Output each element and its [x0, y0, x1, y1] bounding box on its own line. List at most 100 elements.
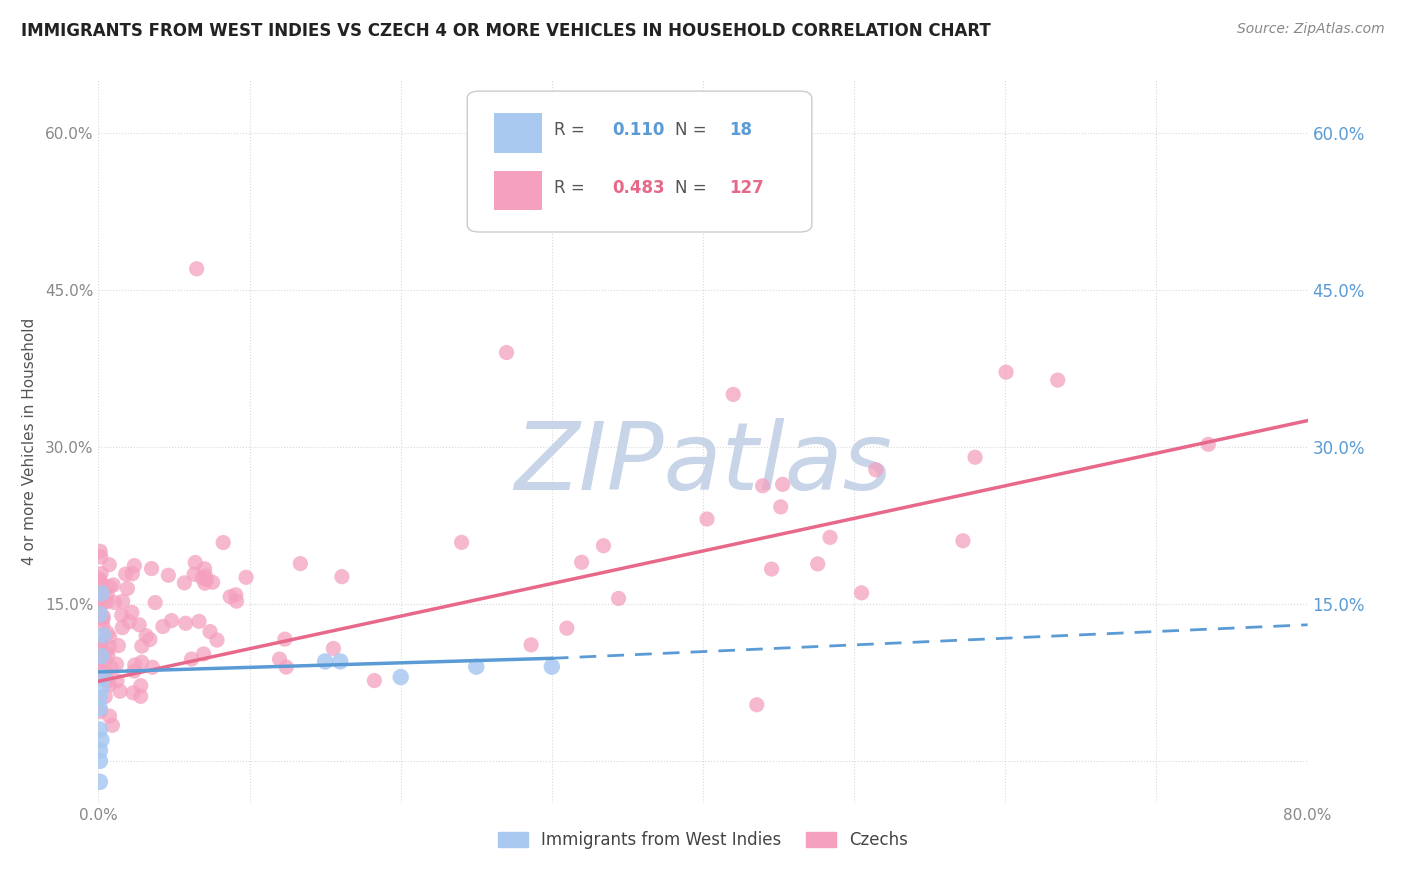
Text: ZIPatlas: ZIPatlas [515, 417, 891, 508]
Point [183, 567, 205, 582]
Point [122, 664, 145, 678]
Point [851, 586, 873, 600]
Y-axis label: 4 or more Vehicles in Household: 4 or more Vehicles in Household [21, 318, 37, 566]
Point [195, 573, 218, 587]
Point [495, 345, 517, 359]
Point [93, 665, 115, 680]
Point [290, 557, 312, 571]
FancyBboxPatch shape [494, 112, 543, 153]
Point [90, 733, 112, 747]
Point [107, 639, 129, 653]
Point [540, 659, 562, 673]
Point [89, 775, 111, 789]
Point [90, 566, 112, 581]
Point [124, 657, 146, 672]
Point [322, 641, 344, 656]
Point [180, 652, 202, 666]
FancyBboxPatch shape [494, 170, 543, 211]
Point [111, 594, 134, 608]
Point [1197, 437, 1219, 451]
Point [225, 588, 247, 602]
Point [98, 709, 121, 723]
Point [121, 606, 143, 620]
Point [723, 387, 745, 401]
Point [101, 718, 124, 732]
Point [98, 580, 121, 594]
Point [90, 638, 112, 652]
Point [89, 611, 111, 625]
Point [91, 609, 114, 624]
Point [131, 655, 153, 669]
Point [94, 646, 117, 660]
Point [186, 261, 208, 276]
Point [89, 577, 111, 591]
Point [89, 574, 111, 589]
Point [89, 607, 111, 622]
Point [952, 533, 974, 548]
Point [100, 660, 122, 674]
Point [91, 612, 114, 626]
Point [194, 576, 217, 591]
Point [105, 673, 128, 688]
Point [121, 566, 143, 581]
Point [89, 644, 111, 658]
Point [89, 665, 111, 679]
Point [89, 668, 111, 682]
Point [329, 655, 352, 669]
Point [118, 615, 141, 629]
Point [91, 670, 114, 684]
Point [89, 723, 111, 737]
Point [90, 586, 112, 600]
Point [90, 651, 112, 665]
Point [91, 585, 114, 599]
Point [965, 450, 987, 465]
Point [198, 624, 221, 639]
Point [90, 635, 112, 649]
Point [117, 582, 139, 596]
Point [128, 617, 150, 632]
Point [91, 668, 114, 682]
Point [111, 621, 134, 635]
Point [274, 632, 297, 647]
Point [555, 621, 578, 635]
Point [98, 640, 121, 654]
Point [450, 535, 472, 549]
Text: 0.110: 0.110 [613, 121, 665, 139]
Point [90, 681, 112, 695]
Point [152, 619, 174, 633]
Point [91, 597, 114, 611]
Point [89, 743, 111, 757]
Point [98, 678, 121, 692]
Point [89, 571, 111, 585]
Point [90, 549, 112, 564]
Point [389, 670, 412, 684]
Point [592, 539, 614, 553]
Point [108, 684, 131, 698]
Point [96, 595, 118, 609]
Text: Source: ZipAtlas.com: Source: ZipAtlas.com [1237, 22, 1385, 37]
Point [94, 666, 117, 681]
Text: 0.483: 0.483 [613, 179, 665, 197]
Text: IMMIGRANTS FROM WEST INDIES VS CZECH 4 OR MORE VEHICLES IN HOUSEHOLD CORRELATION: IMMIGRANTS FROM WEST INDIES VS CZECH 4 O… [21, 22, 991, 40]
Point [235, 570, 257, 584]
Point [174, 616, 197, 631]
Point [194, 569, 217, 583]
Point [212, 535, 235, 549]
Text: R =: R = [554, 121, 591, 139]
Point [160, 614, 183, 628]
Point [89, 544, 111, 558]
Point [141, 561, 163, 575]
Point [363, 673, 385, 688]
Point [90, 649, 112, 664]
Point [97, 648, 120, 663]
Point [276, 660, 298, 674]
Point [103, 595, 125, 609]
Point [745, 698, 768, 712]
Point [91, 648, 114, 662]
Text: 18: 18 [730, 121, 752, 139]
Text: R =: R = [554, 179, 591, 197]
Point [131, 639, 153, 653]
Point [205, 633, 228, 648]
Point [90, 576, 112, 591]
Point [173, 575, 195, 590]
